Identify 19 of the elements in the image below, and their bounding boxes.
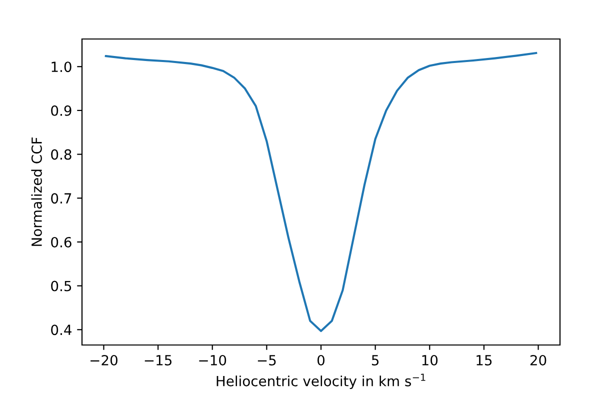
y-tick-label: 1.0 xyxy=(52,62,72,72)
x-tick-label: 5 xyxy=(372,355,379,366)
x-tick-label: 20 xyxy=(530,354,546,366)
line-series xyxy=(104,52,538,332)
x-tick-label: −10 xyxy=(199,354,226,366)
y-tick-label: 0.8 xyxy=(51,149,72,160)
x-tick-label: −15 xyxy=(144,355,172,366)
y-tick-label: 0.4 xyxy=(51,324,72,336)
x-tick-label: 10 xyxy=(422,354,438,366)
y-axis-title: Normalized CCF xyxy=(31,138,42,246)
y-tick-label: 0.5 xyxy=(51,280,72,292)
y-tick-label: 0.6 xyxy=(51,236,72,248)
x-tick-label: −20 xyxy=(90,354,118,366)
x-axis-title: Heliocentric velocity in km s$^{−1}$ xyxy=(216,374,426,390)
x-tick-label: 15 xyxy=(476,355,492,366)
x-tick-label: −5 xyxy=(258,355,276,366)
y-tick-label: 0.7 xyxy=(51,193,72,204)
y-tick-label: 0.9 xyxy=(51,105,72,116)
x-tick-label: 0 xyxy=(317,354,324,366)
